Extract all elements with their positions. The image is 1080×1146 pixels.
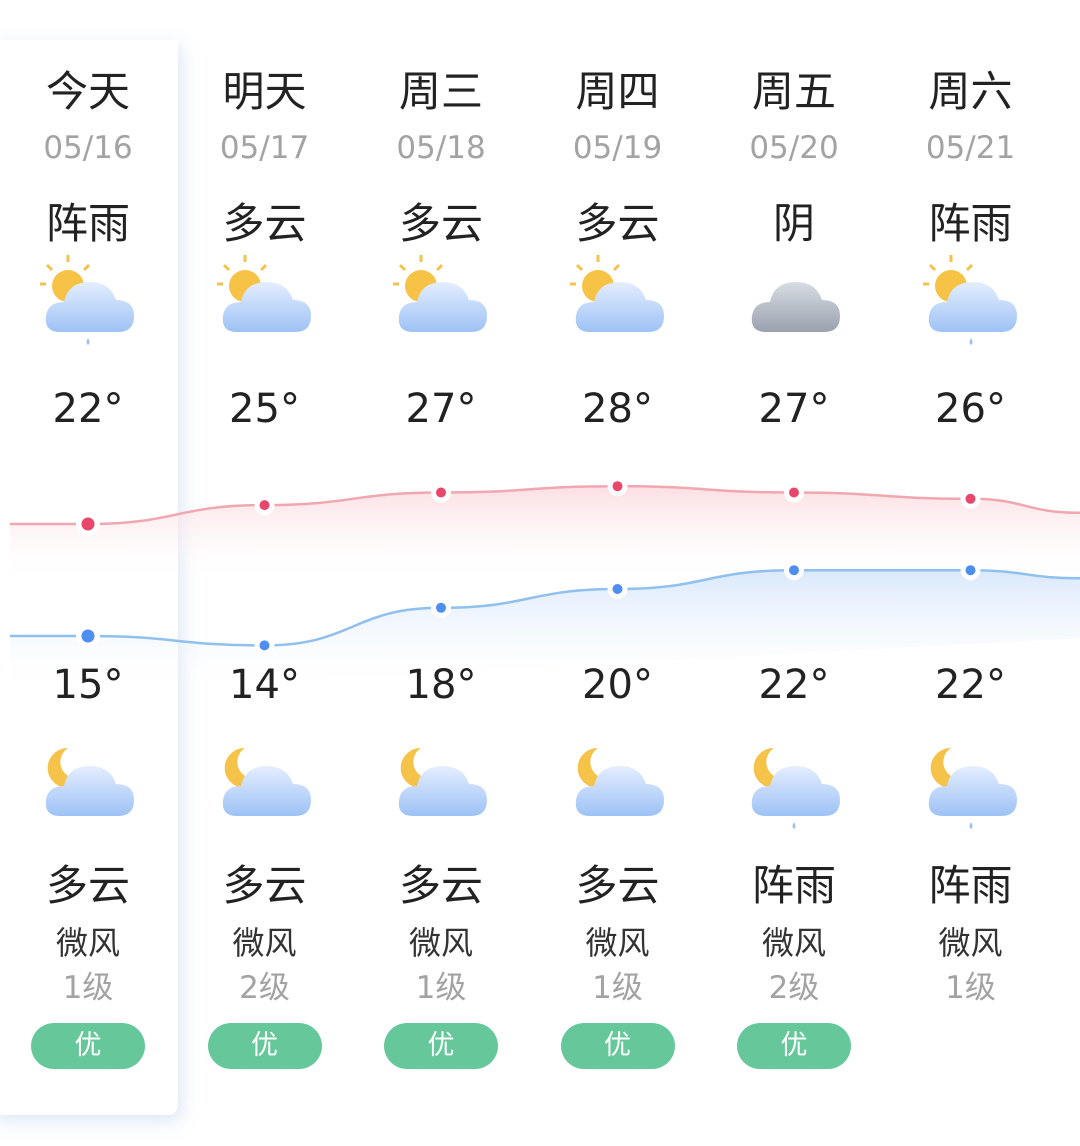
moon-cloud-icon — [391, 736, 491, 836]
forecast-day-0[interactable]: 今天 05/16 阵雨 22° 15° 多云 微风 1级 优 — [0, 0, 176, 1146]
night-condition: 多云 — [222, 861, 307, 910]
day-name: 周三 — [398, 67, 483, 116]
wind-direction: 微风 — [585, 924, 650, 962]
high-temp: 25° — [229, 386, 300, 432]
aqi-badge[interactable]: 优 — [384, 1023, 498, 1069]
day-condition: 多云 — [222, 199, 307, 248]
aqi-badge[interactable]: 优 — [31, 1023, 145, 1069]
forecast-day-3[interactable]: 周四 05/19 多云 28° 20° 多云 微风 1级 优 — [530, 0, 706, 1146]
low-temp: 18° — [405, 662, 477, 708]
wind-level: 1级 — [62, 970, 114, 1006]
night-condition: 阵雨 — [928, 861, 1013, 910]
low-temp: 20° — [582, 662, 653, 708]
day-condition: 阵雨 — [45, 199, 130, 248]
high-temp: 22° — [52, 386, 124, 432]
cloud-icon — [744, 252, 844, 352]
day-condition: 阴 — [772, 199, 815, 248]
high-point — [965, 493, 976, 504]
high-point — [612, 481, 623, 492]
day-condition: 阵雨 — [928, 199, 1013, 248]
sun-cloud-icon — [215, 252, 315, 352]
wind-level: 2级 — [768, 970, 820, 1006]
high-point — [81, 517, 95, 531]
moon-cloud-icon — [568, 736, 668, 836]
forecast-day-1[interactable]: 明天 05/17 多云 25° 14° 多云 微风 2级 优 — [177, 0, 353, 1146]
date: 05/17 — [219, 130, 310, 166]
day-name: 明天 — [222, 67, 307, 116]
high-area — [10, 486, 1080, 584]
date: 05/16 — [43, 130, 133, 166]
wind-level: 2级 — [239, 970, 290, 1006]
high-line — [10, 484, 1080, 526]
sun-cloud-rain-icon — [921, 252, 1021, 352]
date: 05/19 — [572, 130, 663, 166]
moon-cloud-rain-icon — [921, 736, 1021, 836]
wind-direction: 微风 — [55, 924, 120, 962]
high-temp: 28° — [582, 386, 653, 432]
low-point — [612, 584, 623, 594]
date: 05/21 — [925, 130, 1016, 166]
sun-cloud-rain-icon — [38, 252, 138, 352]
day-name: 周五 — [751, 67, 836, 116]
day-name: 周六 — [928, 67, 1013, 116]
forecast-day-4[interactable]: 周五 05/20 阴 27° 22° 阵雨 微风 2级 优 — [706, 0, 882, 1146]
low-temp: 14° — [229, 662, 300, 708]
day-condition: 多云 — [398, 199, 483, 248]
wind-direction: 微风 — [232, 924, 297, 962]
low-point — [965, 565, 976, 576]
moon-cloud-icon — [38, 736, 138, 836]
sun-cloud-icon — [568, 252, 668, 352]
wind-direction: 微风 — [938, 924, 1003, 962]
low-point — [436, 602, 446, 613]
wind-level: 1级 — [945, 970, 996, 1006]
night-condition: 多云 — [575, 861, 660, 910]
moon-cloud-icon — [215, 736, 315, 836]
aqi-badge[interactable]: 优 — [207, 1023, 322, 1069]
low-point — [81, 629, 95, 643]
high-point — [789, 487, 799, 498]
low-temp: 22° — [935, 662, 1006, 708]
night-condition: 阵雨 — [751, 861, 836, 910]
low-line — [10, 568, 1080, 647]
low-point — [789, 565, 799, 576]
moon-cloud-rain-icon — [744, 736, 844, 836]
forecast-day-5[interactable]: 周六 05/21 阵雨 26° 22° 阵雨 微风 1级 — [883, 0, 1059, 1146]
wind-level: 1级 — [415, 970, 467, 1006]
sun-cloud-icon — [391, 252, 491, 352]
day-name: 周四 — [575, 67, 660, 116]
wind-direction: 微风 — [761, 924, 826, 962]
high-temp: 27° — [405, 386, 477, 432]
temperature-trend-chart — [10, 476, 1080, 680]
aqi-badge[interactable]: 优 — [560, 1023, 675, 1069]
date: 05/20 — [749, 130, 839, 166]
high-point — [259, 500, 270, 511]
night-condition: 多云 — [398, 861, 483, 910]
day-name: 今天 — [45, 67, 130, 116]
high-temp: 27° — [758, 386, 830, 432]
night-condition: 多云 — [45, 861, 130, 910]
high-point — [436, 487, 446, 498]
aqi-badge[interactable]: 优 — [737, 1023, 851, 1069]
wind-direction: 微风 — [408, 924, 473, 962]
forecast-day-2[interactable]: 周三 05/18 多云 27° 18° 多云 微风 1级 优 — [353, 0, 529, 1146]
low-temp: 22° — [758, 662, 830, 708]
wind-level: 1级 — [592, 970, 643, 1006]
low-area — [10, 570, 1080, 680]
low-temp: 15° — [52, 662, 124, 708]
low-point — [259, 640, 270, 651]
day-condition: 多云 — [575, 199, 660, 248]
date: 05/18 — [396, 130, 486, 166]
high-temp: 26° — [935, 386, 1006, 432]
